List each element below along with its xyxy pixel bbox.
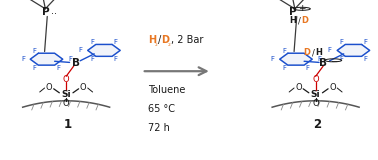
Text: ··: ·· (51, 9, 57, 19)
Text: Si: Si (311, 90, 321, 99)
Text: ₂: ₂ (154, 40, 157, 47)
Text: F: F (282, 48, 286, 54)
Text: , 2 Bar: , 2 Bar (171, 35, 203, 45)
Text: O: O (46, 84, 53, 92)
Text: F: F (340, 39, 344, 45)
Text: F: F (114, 39, 118, 45)
Text: 2: 2 (313, 118, 322, 131)
Text: O: O (312, 99, 319, 108)
Text: F: F (68, 56, 72, 62)
Text: F: F (21, 56, 25, 62)
Text: 1: 1 (64, 118, 72, 131)
Text: H: H (316, 48, 322, 57)
Text: F: F (90, 56, 94, 62)
Text: F: F (318, 56, 322, 62)
Text: Toluene: Toluene (148, 85, 186, 95)
Polygon shape (30, 53, 63, 65)
Text: O: O (329, 84, 336, 92)
Text: O: O (295, 84, 302, 92)
Polygon shape (88, 44, 120, 56)
Text: B: B (319, 58, 327, 68)
Text: +: + (298, 4, 306, 13)
Text: O: O (63, 75, 70, 84)
Text: F: F (56, 65, 60, 71)
Text: 72 h: 72 h (148, 123, 170, 133)
Text: /: / (158, 35, 162, 45)
Text: F: F (340, 56, 344, 62)
Text: O: O (80, 84, 87, 92)
Text: F: F (270, 56, 274, 62)
Text: /: / (298, 16, 301, 25)
Text: −: − (330, 56, 337, 65)
Text: D: D (302, 16, 308, 25)
Text: B: B (71, 58, 80, 68)
Text: O: O (63, 99, 70, 108)
Text: D: D (161, 35, 169, 45)
Text: F: F (33, 48, 37, 54)
Text: H: H (290, 16, 296, 25)
Text: P: P (42, 7, 49, 17)
Text: D: D (304, 48, 310, 57)
Text: P: P (289, 7, 297, 17)
Text: F: F (328, 47, 332, 53)
Text: F: F (90, 39, 94, 45)
Text: ₂: ₂ (167, 40, 170, 47)
Polygon shape (337, 44, 370, 56)
Text: O: O (312, 75, 319, 84)
Text: F: F (78, 47, 82, 53)
Text: F: F (114, 56, 118, 62)
Text: F: F (306, 65, 310, 71)
Text: H: H (148, 35, 156, 45)
Text: F: F (363, 56, 367, 62)
Text: F: F (282, 65, 286, 71)
Polygon shape (280, 53, 312, 65)
Text: F: F (33, 65, 37, 71)
Text: Si: Si (61, 90, 71, 99)
Text: /: / (312, 48, 315, 57)
Text: F: F (363, 39, 367, 45)
Text: 65 °C: 65 °C (148, 104, 175, 114)
